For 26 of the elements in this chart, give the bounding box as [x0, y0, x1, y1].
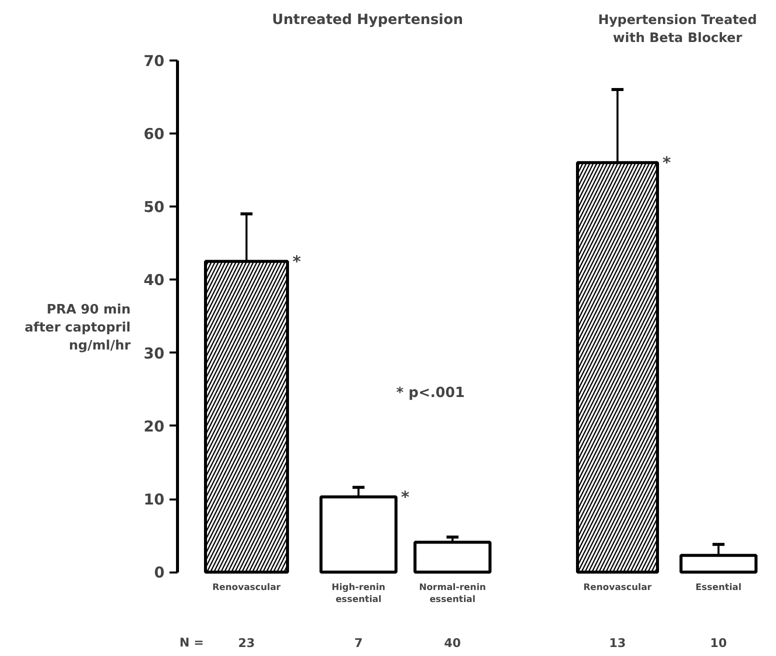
text: Untreated Hypertension	[272, 12, 464, 28]
y-tick-label: 30	[144, 344, 164, 362]
y-axis-title: PRA 90 min after captopril ng/ml/hr	[24, 302, 132, 354]
annotation: *	[662, 153, 672, 172]
x-tick-label: Renovascular	[583, 583, 652, 594]
text: 7	[354, 636, 363, 650]
y-tick-label: 70	[144, 52, 164, 70]
x-tick-label: High-renin essential	[332, 583, 386, 606]
text: 23	[238, 636, 255, 650]
y-tick-label: 40	[144, 271, 164, 290]
annotation: *	[401, 487, 410, 506]
x-tick-label: Normal-renin essential	[419, 583, 486, 606]
text: 10	[710, 636, 727, 650]
y-tick-label: 50	[144, 198, 164, 216]
x-tick-label: Renovascular	[212, 583, 282, 594]
y-tick-label: 60	[144, 124, 164, 143]
x-tick-label: Essential	[696, 583, 742, 594]
text: 13	[609, 636, 626, 650]
y-tick-label: 10	[144, 490, 164, 509]
text: Hypertension Treated with Beta Blocker	[598, 13, 757, 46]
y-tick-label: 20	[144, 417, 164, 436]
annotation: *	[292, 252, 302, 271]
y-tick-label: 0	[154, 564, 164, 582]
text: N =	[180, 635, 204, 650]
annotation: * p<.001	[396, 385, 465, 402]
text: 40	[444, 636, 461, 650]
